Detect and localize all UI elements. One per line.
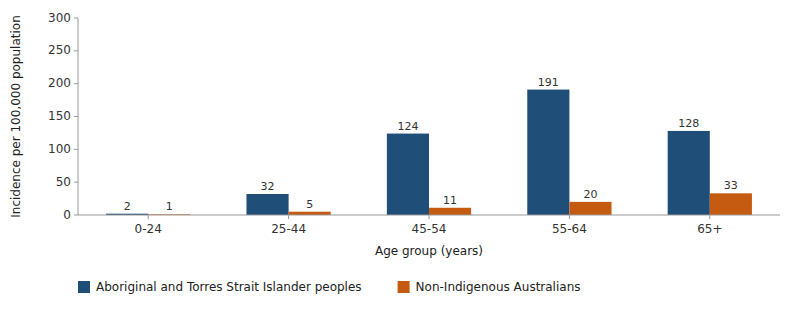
x-axis: 0-24 25-44 45-54 55-64 65+	[78, 215, 780, 236]
y-tick-label: 300	[48, 11, 71, 25]
x-axis-label: Age group (years)	[375, 244, 483, 258]
legend-swatch	[78, 281, 90, 293]
x-tick	[288, 215, 289, 219]
y-tick	[74, 215, 78, 216]
x-tick	[709, 215, 710, 219]
y-tick	[74, 83, 78, 84]
legend-item: Aboriginal and Torres Strait Islander pe…	[78, 280, 362, 294]
y-tick	[74, 149, 78, 150]
chart: 0 50 100 150 200 250 300 2 32 124 191 128 1 5 11 20 33 0-…	[0, 0, 800, 325]
y-tick	[74, 18, 78, 19]
y-tick-label: 150	[48, 109, 71, 123]
data-label: 124	[397, 120, 418, 133]
y-tick-label: 250	[48, 43, 71, 57]
y-tick-label: 100	[48, 142, 71, 156]
data-label: 20	[583, 188, 597, 201]
x-tick-label: 45-54	[412, 222, 447, 236]
data-label: 128	[678, 117, 699, 130]
legend-label: Aboriginal and Torres Strait Islander pe…	[96, 280, 362, 294]
bar	[527, 90, 569, 215]
x-tick-label: 65+	[697, 222, 722, 236]
x-tick-label: 25-44	[271, 222, 306, 236]
legend: Aboriginal and Torres Strait Islander pe…	[78, 280, 581, 294]
bar	[569, 202, 611, 215]
y-tick-label: 200	[48, 76, 71, 90]
data-label: 32	[261, 180, 275, 193]
bar	[429, 208, 471, 215]
data-label: 2	[124, 200, 131, 213]
data-label: 33	[724, 179, 738, 192]
y-tick-label: 50	[56, 175, 71, 189]
x-tick	[429, 215, 430, 219]
data-label: 11	[443, 194, 457, 207]
bar	[246, 194, 288, 215]
legend-swatch	[398, 281, 410, 293]
bar	[710, 193, 752, 215]
y-tick	[74, 116, 78, 117]
data-label: 5	[306, 198, 313, 211]
legend-item: Non-Indigenous Australians	[398, 280, 581, 294]
y-tick-label: 0	[63, 208, 71, 222]
legend-label: Non-Indigenous Australians	[416, 280, 581, 294]
data-label: 191	[538, 76, 559, 89]
bar	[387, 134, 429, 215]
y-axis: 0 50 100 150 200 250 300	[48, 11, 78, 222]
bar	[668, 131, 710, 215]
y-tick	[74, 50, 78, 51]
x-tick	[569, 215, 570, 219]
data-label: 1	[166, 200, 173, 213]
y-axis-label: Incidence per 100,000 population	[9, 15, 23, 218]
x-tick-label: 0-24	[135, 222, 162, 236]
bars	[106, 90, 752, 215]
data-labels: 2 32 124 191 128 1 5 11 20 33	[124, 76, 738, 214]
y-axis-line	[78, 18, 79, 215]
x-tick-label: 55-64	[552, 222, 587, 236]
y-tick	[74, 182, 78, 183]
x-tick	[148, 215, 149, 219]
